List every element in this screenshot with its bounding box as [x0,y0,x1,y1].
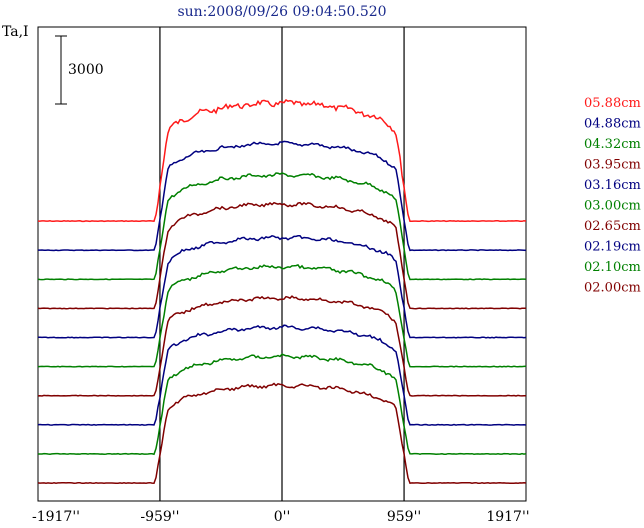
series-line-03.95cm [37,201,526,310]
legend-item-05.88cm: 05.88cm [584,96,641,111]
series-line-02.19cm [37,324,527,426]
series-line-04.32cm [37,172,527,281]
series-line-05.88cm [38,99,527,223]
x-tick-label-2: 0'' [274,509,291,525]
y-axis-label: Ta,I [2,24,29,40]
x-tick-label-1: -959'' [140,509,179,525]
vertical-markers [159,27,405,501]
scale-bar-label: 3000 [68,62,104,78]
legend-item-02.10cm: 02.10cm [584,260,641,275]
scale-bar: 3000 [55,35,104,105]
legend-item-03.00cm: 03.00cm [584,199,641,214]
legend-item-02.19cm: 02.19cm [584,240,641,255]
series-line-03.16cm [38,234,527,339]
x-tick-label-3: 959'' [387,509,421,525]
series-line-03.00cm [37,264,527,368]
legend-item-04.32cm: 04.32cm [584,137,641,152]
x-tick-labels: -1917'' -959'' 0'' 959'' 1917'' [32,509,530,525]
series-line-02.65cm [37,295,527,397]
x-tick-label-4: 1917'' [486,509,529,525]
legend: 05.88cm 04.88cm 04.32cm 03.95cm 03.16cm 03.00… [584,96,641,296]
series-line-04.88cm [38,140,527,252]
chart-title: sun:2008/09/26 09:04:50.520 [177,4,386,20]
legend-item-04.88cm: 04.88cm [584,117,641,132]
series-line-02.10cm [38,353,527,456]
series-line-02.00cm [37,382,527,485]
legend-item-02.65cm: 02.65cm [584,219,641,234]
legend-item-03.16cm: 03.16cm [584,178,641,193]
series-lines [37,99,527,485]
legend-item-02.00cm: 02.00cm [584,281,641,296]
legend-item-03.95cm: 03.95cm [584,158,641,173]
x-tick-label-0: -1917'' [32,509,80,525]
